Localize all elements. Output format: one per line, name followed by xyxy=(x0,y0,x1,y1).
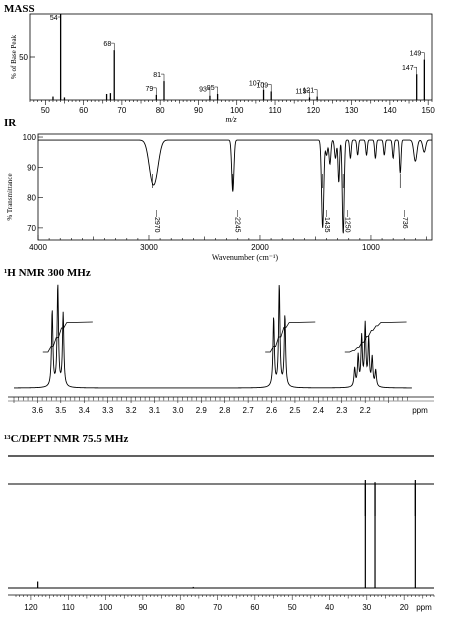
hnmr-xtick-label: 2.6 xyxy=(266,406,278,415)
ir-title: IR xyxy=(4,117,17,129)
ms-peak-label: 149 xyxy=(410,51,422,58)
cnmr-xtick-label: 90 xyxy=(138,603,147,612)
ir-ytick-label: 90 xyxy=(27,163,36,172)
ms-peak-leader xyxy=(421,52,425,60)
cnmr-xtick-label: 20 xyxy=(400,603,409,612)
ms-peak-label: 109 xyxy=(257,82,269,89)
ms-title: MASS xyxy=(4,3,35,15)
cnmr-xtick-label: 40 xyxy=(325,603,334,612)
hnmr-xtick-label: 2.9 xyxy=(196,406,208,415)
ms-xtick-label: 130 xyxy=(345,106,359,115)
cnmr-xtick-label: 60 xyxy=(250,603,259,612)
ir-annotation-label: —2970 xyxy=(153,210,160,233)
ms-peak-label: 93 xyxy=(199,87,207,94)
hnmr-xtick-label: 2.7 xyxy=(243,406,255,415)
ir-trace xyxy=(38,139,432,234)
hnmr-xlabel: ppm xyxy=(412,406,428,415)
ms-peak-label: 81 xyxy=(153,72,161,79)
ms-peak-leader xyxy=(111,42,115,51)
ms-xtick-label: 120 xyxy=(307,106,321,115)
h-nmr-spectrum-panel: ¹H NMR 300 MHz 3.6 3.5 3.4 3.3 3.2 3.1 3.0 2.9 2.… xyxy=(4,267,434,415)
ir-ylabel: % Transmittance xyxy=(6,173,14,220)
ms-peak-leader xyxy=(413,66,417,75)
hnmr-xtick-label: 3.5 xyxy=(55,406,67,415)
cnmr-xtick-label: 30 xyxy=(362,603,371,612)
ir-annotation-label: —1250 xyxy=(344,210,351,233)
ms-peak-label: 79 xyxy=(146,86,154,93)
ms-peak-label: 121 xyxy=(302,88,314,95)
cnmr-title: ¹³C/DEPT NMR 75.5 MHz xyxy=(4,433,128,445)
ir-frame xyxy=(37,133,433,241)
hnmr-integral xyxy=(344,321,407,353)
ms-xtick-label: 90 xyxy=(194,106,203,115)
ir-annotation-label: —1435 xyxy=(323,210,330,233)
ms-xtick-label: 150 xyxy=(421,106,435,115)
cnmr-xtick-label: 100 xyxy=(99,603,113,612)
ms-xtick-label: 70 xyxy=(117,106,126,115)
ir-xtick-label: 3000 xyxy=(140,243,158,252)
ir-xtick-label: 4000 xyxy=(29,243,47,252)
hnmr-xtick-label: 3.3 xyxy=(102,406,114,415)
ir-xlabel: Wavenumber (cm⁻¹) xyxy=(212,253,279,262)
ir-annotation-label: —736 xyxy=(401,210,408,229)
ir-ytick-label: 70 xyxy=(27,224,36,233)
hnmr-integral xyxy=(42,321,93,353)
ms-peak-label: 54 xyxy=(50,15,58,22)
ms-peak-leader xyxy=(306,90,310,98)
cnmr-xtick-label: 110 xyxy=(62,603,75,612)
hnmr-xtick-label: 3.1 xyxy=(149,406,161,415)
ms-peak-leader xyxy=(314,89,318,97)
ms-xtick-label: 140 xyxy=(383,106,397,115)
hnmr-xtick-label: 2.2 xyxy=(360,406,372,415)
ms-frame xyxy=(29,13,433,101)
hnmr-xtick-label: 3.0 xyxy=(172,406,184,415)
hnmr-xtick-label: 2.8 xyxy=(219,406,231,415)
ms-xlabel: m/z xyxy=(225,115,237,124)
cnmr-xtick-label: 80 xyxy=(176,603,185,612)
ir-spectrum-panel: IR % Transmittance 70 80 90 100 4000 3000 2000 10… xyxy=(4,117,433,262)
ms-peak-leader xyxy=(268,84,272,92)
hnmr-xtick-label: 3.6 xyxy=(32,406,44,415)
ms-peak-leader xyxy=(260,82,264,90)
ms-peak-label: 107 xyxy=(249,81,261,88)
hnmr-integral xyxy=(265,321,316,353)
cnmr-xtick-label: 50 xyxy=(288,603,297,612)
ms-xtick-label: 110 xyxy=(269,106,282,115)
ms-xtick-label: 60 xyxy=(79,106,88,115)
cnmr-xtick-label: 70 xyxy=(213,603,222,612)
ms-peak-leader xyxy=(214,86,218,94)
hnmr-xtick-label: 2.3 xyxy=(336,406,348,415)
hnmr-title: ¹H NMR 300 MHz xyxy=(4,267,91,279)
ms-peak-leader xyxy=(57,14,61,18)
ms-ytick-label: 50 xyxy=(19,53,28,62)
ms-peak-label: 119 xyxy=(295,88,306,95)
ms-xtick-label: 80 xyxy=(156,106,165,115)
ms-peak-leader xyxy=(206,88,211,96)
ms-ylabel: % of Base Peak xyxy=(10,34,18,79)
ms-peak-leader xyxy=(153,87,157,95)
hnmr-xtick-label: 3.2 xyxy=(125,406,137,415)
hnmr-xtick-label: 2.4 xyxy=(313,406,325,415)
ir-ytick-label: 100 xyxy=(23,133,37,142)
ms-peak-label: 95 xyxy=(207,85,215,92)
cnmr-xtick-label: 120 xyxy=(24,603,38,612)
hnmr-xtick-label: 2.5 xyxy=(289,406,301,415)
ms-peak-label: 147 xyxy=(402,65,414,72)
ms-xtick-label: 50 xyxy=(41,106,50,115)
ir-ytick-label: 80 xyxy=(27,194,36,203)
ms-xtick-label: 100 xyxy=(230,106,244,115)
c13-dept-nmr-panel: ¹³C/DEPT NMR 75.5 MHz 120 110 100 90 80 70 60 50… xyxy=(4,433,435,612)
hnmr-trace xyxy=(14,284,412,389)
ms-peak-leader xyxy=(161,73,165,82)
cnmr-xlabel: ppm xyxy=(416,603,432,612)
ir-annotation-label: —2245 xyxy=(233,210,240,233)
ir-xtick-label: 1000 xyxy=(362,243,380,252)
ir-xtick-label: 2000 xyxy=(251,243,269,252)
hnmr-xtick-label: 3.4 xyxy=(79,406,91,415)
ms-peak-label: 68 xyxy=(103,41,111,48)
